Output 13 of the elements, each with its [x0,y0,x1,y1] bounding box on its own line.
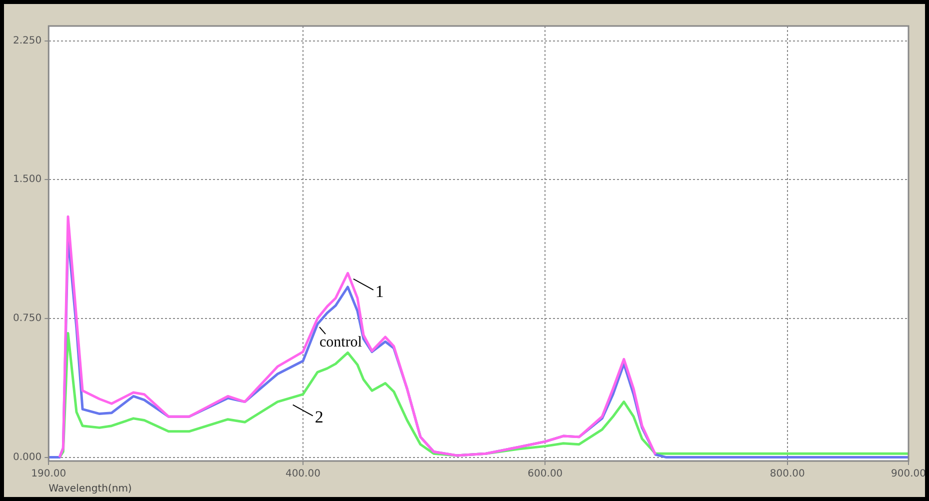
x-tick-label: 800.00 [770,468,805,480]
y-tick-label: 0.000 [12,452,42,463]
annotation: 2 [314,408,324,427]
x-tick-label: 400.00 [285,468,320,480]
y-tick-label: 1.500 [12,174,42,186]
x-axis-title: Wavelength(nm) [48,484,132,495]
x-tick-label: 190.00 [31,468,66,480]
x-tick-label: 900.00 [891,468,926,480]
x-tick-label: 600.00 [528,468,563,480]
y-tick-label: 2.250 [12,35,42,46]
y-tick-label: 0.750 [12,313,42,324]
annotation: control [319,334,362,350]
annotation: 1 [375,282,384,301]
